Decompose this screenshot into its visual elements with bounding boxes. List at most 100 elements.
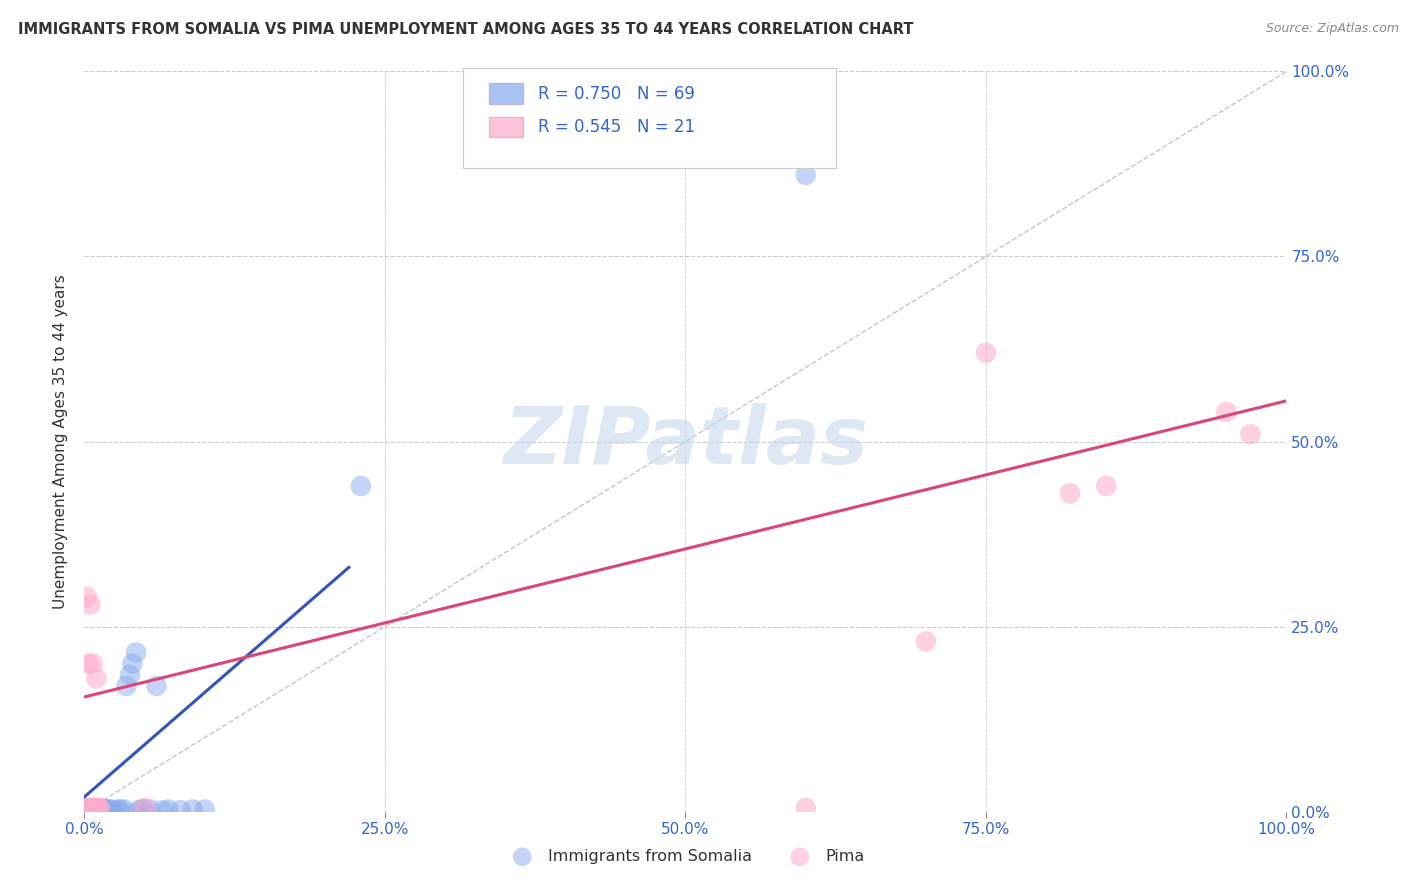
Point [76, 803, 98, 817]
Point [86, 672, 108, 686]
Point [84, 803, 107, 817]
Point [94, 803, 117, 817]
Point [350, 479, 373, 493]
Point [134, 801, 156, 815]
Point [77, 804, 100, 818]
Point [83, 803, 105, 817]
Point [134, 803, 156, 817]
Point [86, 803, 108, 817]
Point [76, 804, 98, 818]
Point [1059, 486, 1081, 500]
Text: Source: ZipAtlas.com: Source: ZipAtlas.com [1265, 22, 1399, 36]
Y-axis label: Unemployment Among Ages 35 to 44 years: Unemployment Among Ages 35 to 44 years [53, 274, 69, 609]
Point [152, 803, 174, 817]
Point [77, 804, 100, 818]
Point [82, 803, 104, 817]
Point [1239, 427, 1261, 442]
Point [97, 803, 120, 817]
Point [75, 804, 97, 818]
Point [127, 803, 149, 817]
Point [103, 803, 125, 817]
Point [115, 679, 138, 693]
Point [77, 803, 100, 817]
Text: IMMIGRANTS FROM SOMALIA VS PIMA UNEMPLOYMENT AMONG AGES 35 TO 44 YEARS CORRELATI: IMMIGRANTS FROM SOMALIA VS PIMA UNEMPLOY… [18, 22, 914, 37]
Point [112, 803, 135, 817]
Point [84, 803, 107, 817]
Point [89, 803, 111, 817]
Point [169, 803, 191, 817]
Point [79, 804, 101, 818]
Point [1215, 405, 1237, 419]
Legend: Immigrants from Somalia, Pima: Immigrants from Somalia, Pima [501, 843, 870, 871]
Point [76, 590, 98, 604]
Point [96, 803, 118, 817]
Point [82, 657, 104, 671]
Point [77, 803, 100, 817]
Point [915, 634, 938, 648]
Point [194, 803, 217, 817]
Point [87, 803, 110, 817]
Point [794, 801, 817, 815]
Point [80, 804, 103, 818]
Point [80, 801, 103, 815]
FancyBboxPatch shape [489, 117, 523, 137]
Point [86, 803, 108, 817]
FancyBboxPatch shape [463, 68, 835, 168]
Point [86, 803, 108, 817]
Text: R = 0.545   N = 21: R = 0.545 N = 21 [537, 118, 695, 136]
Point [77, 801, 100, 815]
Point [107, 803, 129, 817]
Point [76, 803, 98, 817]
Point [90, 803, 112, 817]
Point [79, 803, 101, 817]
Point [77, 803, 100, 817]
Point [83, 801, 105, 815]
Point [118, 667, 141, 681]
Point [77, 657, 100, 671]
Point [145, 679, 167, 693]
Point [77, 803, 100, 817]
Point [79, 803, 101, 817]
Point [77, 803, 100, 817]
Point [79, 803, 101, 817]
Point [82, 803, 104, 817]
Point [76, 804, 98, 818]
Point [131, 803, 153, 817]
Point [80, 803, 103, 817]
Point [75, 804, 97, 818]
Point [100, 803, 122, 817]
Point [89, 801, 111, 815]
Point [794, 168, 817, 182]
Point [77, 803, 100, 817]
Point [77, 804, 100, 818]
Point [80, 803, 103, 817]
Point [82, 803, 104, 817]
Point [93, 803, 115, 817]
Text: ZIPatlas: ZIPatlas [503, 402, 868, 481]
Point [125, 646, 148, 660]
Point [79, 598, 101, 612]
Point [1095, 479, 1118, 493]
Point [76, 803, 98, 817]
Point [87, 801, 110, 815]
Text: R = 0.750   N = 69: R = 0.750 N = 69 [537, 85, 695, 103]
Point [94, 803, 117, 817]
Point [80, 803, 103, 817]
Point [974, 345, 997, 359]
Point [84, 801, 107, 815]
Point [86, 801, 108, 815]
Point [83, 803, 105, 817]
Point [121, 657, 143, 671]
Point [83, 804, 105, 818]
Point [76, 804, 98, 818]
Point [76, 803, 98, 817]
Point [77, 803, 100, 817]
Point [77, 801, 100, 815]
Point [181, 803, 204, 817]
Point [110, 803, 132, 817]
Point [139, 803, 162, 817]
Point [77, 804, 100, 818]
Point [91, 803, 114, 817]
FancyBboxPatch shape [489, 83, 523, 104]
Point [157, 803, 180, 817]
